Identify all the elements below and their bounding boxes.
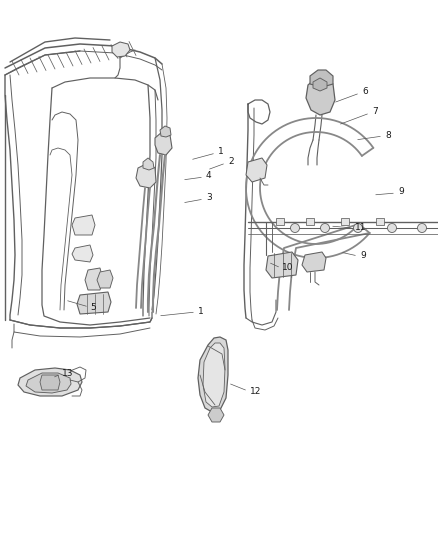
Polygon shape [376, 218, 384, 225]
Polygon shape [85, 268, 103, 290]
Circle shape [353, 223, 363, 232]
Polygon shape [306, 78, 335, 115]
Text: 7: 7 [372, 108, 378, 117]
Polygon shape [77, 292, 111, 314]
Text: 2: 2 [228, 157, 233, 166]
Text: 1: 1 [198, 308, 204, 317]
Polygon shape [313, 78, 327, 91]
Text: 12: 12 [250, 387, 261, 397]
Text: 4: 4 [206, 172, 212, 181]
Circle shape [417, 223, 427, 232]
Text: 9: 9 [360, 251, 366, 260]
Text: 11: 11 [355, 223, 367, 232]
Text: 9: 9 [398, 188, 404, 197]
Polygon shape [40, 375, 60, 390]
Polygon shape [143, 158, 154, 170]
Polygon shape [310, 70, 333, 86]
Polygon shape [302, 252, 326, 272]
Text: 6: 6 [362, 87, 368, 96]
Polygon shape [72, 215, 95, 235]
Circle shape [321, 223, 329, 232]
Polygon shape [112, 42, 130, 57]
Polygon shape [97, 270, 113, 288]
Text: 8: 8 [385, 131, 391, 140]
Text: 13: 13 [62, 368, 74, 377]
Circle shape [388, 223, 396, 232]
Text: 10: 10 [282, 263, 293, 272]
Polygon shape [160, 126, 171, 137]
Polygon shape [155, 132, 172, 155]
Polygon shape [203, 343, 225, 407]
Text: 1: 1 [218, 148, 224, 157]
Text: 3: 3 [206, 193, 212, 203]
Circle shape [290, 223, 300, 232]
Polygon shape [198, 337, 228, 412]
Polygon shape [276, 218, 284, 225]
Polygon shape [18, 368, 82, 396]
Polygon shape [266, 252, 298, 278]
Polygon shape [246, 158, 267, 182]
Polygon shape [306, 218, 314, 225]
Polygon shape [72, 245, 93, 262]
Polygon shape [208, 408, 224, 422]
Polygon shape [136, 163, 156, 188]
Text: 5: 5 [90, 303, 96, 311]
Polygon shape [26, 373, 71, 393]
Polygon shape [341, 218, 349, 225]
